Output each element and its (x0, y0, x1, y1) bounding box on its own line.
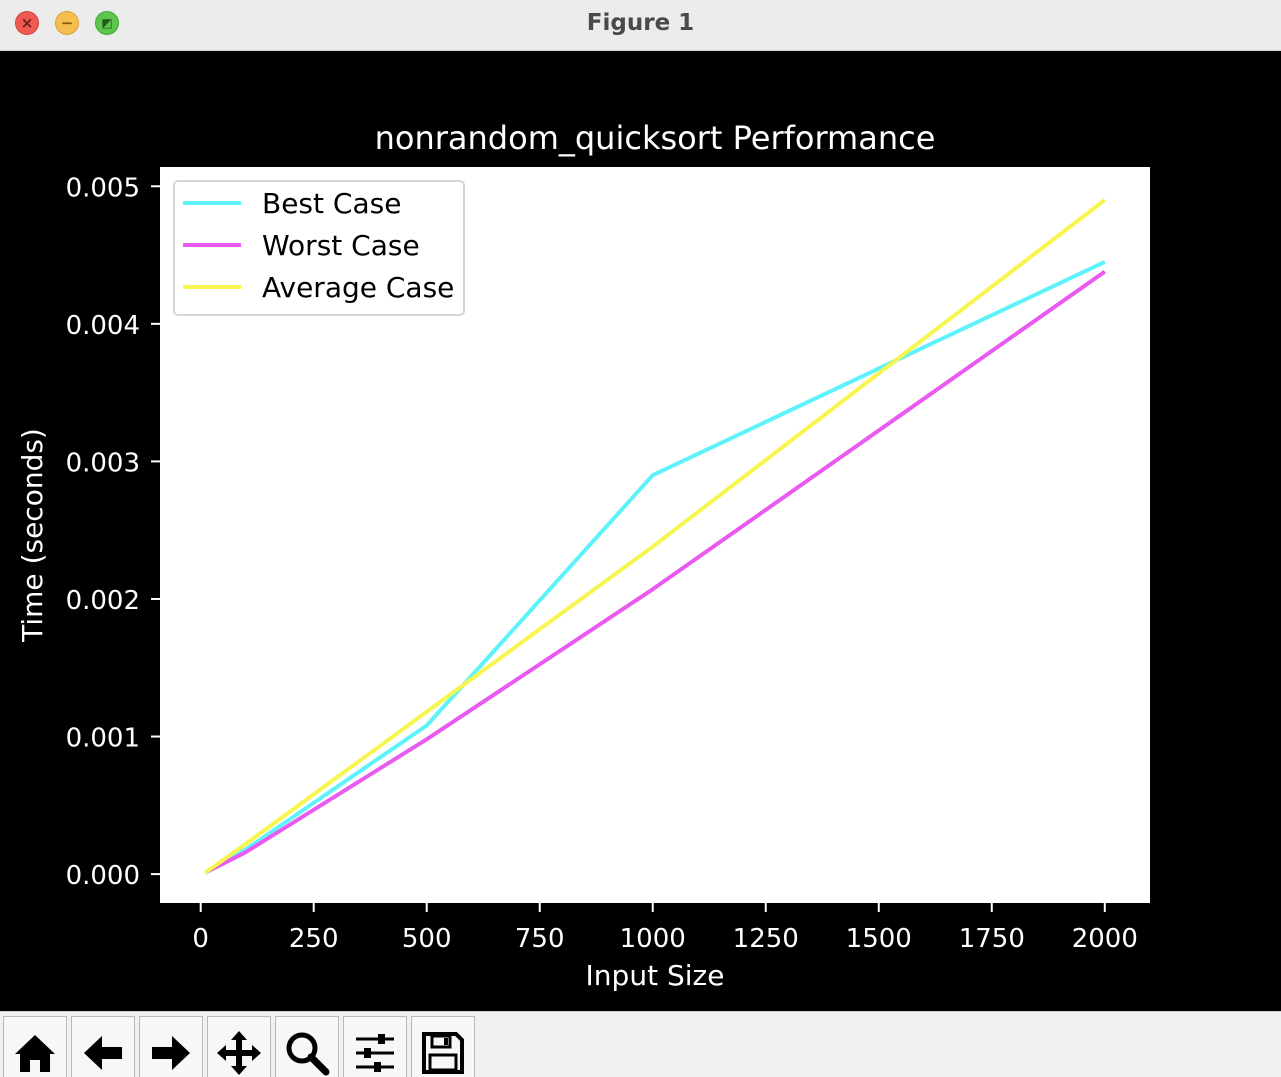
x-tick-label: 500 (402, 924, 452, 954)
y-tick-label: 0.005 (66, 173, 140, 203)
configure-subplots-button[interactable] (343, 1016, 407, 1077)
sliders-icon (356, 1033, 394, 1072)
maximize-window-button[interactable]: ◩ (95, 11, 119, 35)
home-icon (15, 1034, 55, 1072)
fullscreen-icon: ◩ (101, 16, 113, 30)
close-icon: × (20, 14, 34, 32)
y-tick-label: 0.000 (66, 861, 140, 891)
legend-label: Best Case (262, 187, 401, 220)
x-tick-label: 750 (515, 924, 565, 954)
legend-label: Worst Case (262, 229, 420, 262)
zoom-button[interactable] (275, 1016, 339, 1077)
x-tick-label: 1500 (846, 924, 912, 954)
forward-button[interactable] (139, 1016, 203, 1077)
window-title: Figure 1 (586, 10, 695, 36)
legend-box (173, 180, 465, 316)
series-line-average-case (204, 198, 1107, 875)
chart-title: nonrandom_quicksort Performance (375, 119, 936, 157)
save-button[interactable] (411, 1016, 475, 1077)
y-tick-label: 0.001 (66, 724, 140, 754)
home-button[interactable] (3, 1016, 67, 1077)
move-icon (217, 1030, 261, 1075)
y-tick-label: 0.003 (66, 448, 140, 478)
window-titlebar: Figure 1 × − ◩ (0, 0, 1281, 51)
legend-label: Average Case (262, 271, 454, 304)
floppy-disk-icon (422, 1031, 464, 1074)
x-tick-label: 0 (192, 924, 209, 954)
x-tick-label: 2000 (1072, 924, 1138, 954)
x-axis-label: Input Size (586, 959, 725, 992)
close-window-button[interactable]: × (15, 11, 39, 35)
arrow-left-icon (84, 1035, 122, 1070)
x-tick-label: 1000 (620, 924, 686, 954)
series-line-worst-case (204, 269, 1106, 875)
x-tick-label: 250 (289, 924, 339, 954)
arrow-right-icon (152, 1035, 190, 1070)
magnifier-icon (286, 1032, 330, 1075)
minimize-window-button[interactable]: − (55, 11, 79, 35)
navigation-toolbar (0, 1011, 1281, 1077)
x-tick-label: 1750 (959, 924, 1025, 954)
pan-button[interactable] (207, 1016, 271, 1077)
minimize-icon: − (60, 14, 74, 32)
back-button[interactable] (71, 1016, 135, 1077)
y-axis-label: Time (seconds) (16, 428, 49, 643)
figure-canvas[interactable]: nonrandom_quicksort Performance 0 250 500 75… (0, 51, 1281, 1011)
y-tick-label: 0.002 (66, 586, 140, 616)
x-tick-label: 1250 (733, 924, 799, 954)
line-chart: nonrandom_quicksort Performance 0 250 500 75… (16, 119, 1150, 992)
y-tick-label: 0.004 (66, 311, 140, 341)
